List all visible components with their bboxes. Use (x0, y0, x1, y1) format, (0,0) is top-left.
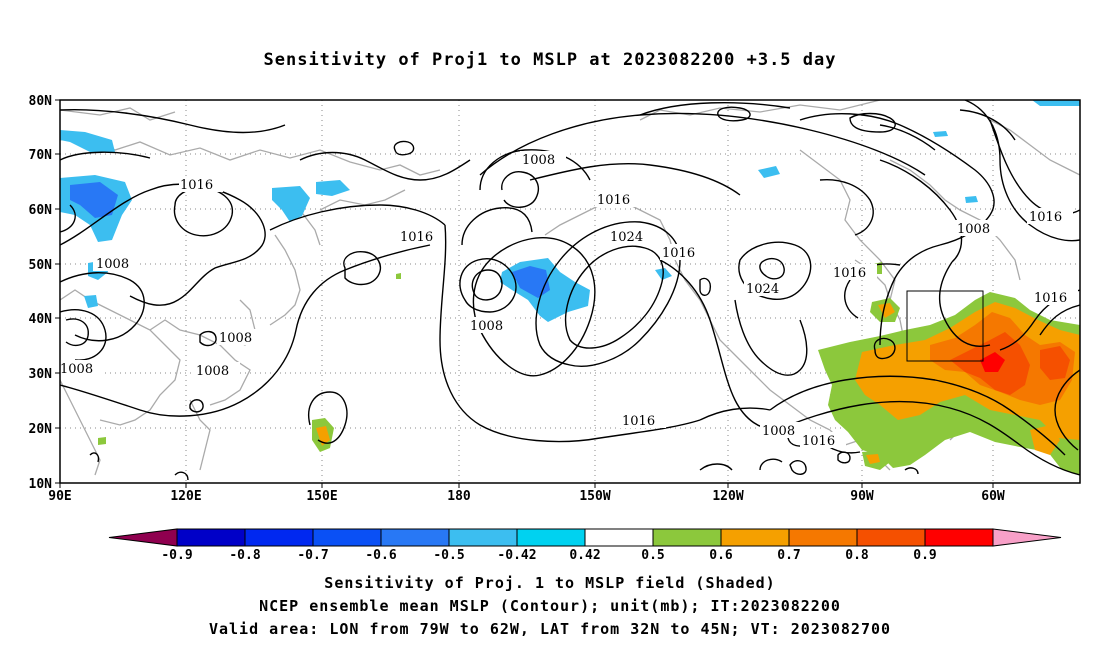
colorbar-label: -0.8 (229, 548, 260, 563)
colorbar-swatch (652, 528, 722, 547)
longitude-labels: 90E 120E 150E 180 150W 120W 90W 60W (48, 489, 1005, 504)
colorbar-swatch (924, 528, 994, 547)
colorbar-label: 0.8 (845, 548, 869, 563)
svg-text:1008: 1008 (196, 364, 229, 379)
lon-label: 150W (579, 489, 610, 504)
valid-area-box (906, 290, 984, 362)
svg-text:1016: 1016 (597, 193, 630, 208)
lat-label: 70N (29, 148, 53, 163)
colorbar-labels: -0.9 -0.8 -0.7 -0.6 -0.5 -0.42 0.42 0.5 … (161, 548, 936, 563)
contour-label: 1008 (520, 151, 566, 168)
svg-text:1008: 1008 (219, 331, 252, 346)
colorbar-swatch (720, 528, 790, 547)
contour-label: 1008 (194, 362, 240, 379)
svg-text:1016: 1016 (180, 178, 213, 193)
colorbar-label: 0.42 (569, 548, 600, 563)
svg-text:1016: 1016 (400, 230, 433, 245)
svg-text:1024: 1024 (746, 282, 779, 297)
footer-line-2: NCEP ensemble mean MSLP (Contour); unit(… (259, 597, 841, 615)
lon-label: 150E (306, 489, 337, 504)
contour-labels: 1016 1008 1008 1016 1008 1008 1008 1008 … (60, 151, 1078, 449)
map-frame (59, 99, 1081, 484)
svg-text:1008: 1008 (957, 222, 990, 237)
lon-label: 90W (850, 489, 874, 504)
contour-label: 1008 (60, 360, 104, 377)
colorbar-label: -0.7 (297, 548, 328, 563)
contour-label: 1024 (744, 280, 790, 297)
lat-label: 80N (29, 94, 53, 109)
mslp-contours (60, 100, 1080, 481)
svg-text:1016: 1016 (802, 434, 835, 449)
lon-label: 90E (48, 489, 71, 504)
colorbar-swatch (176, 528, 246, 547)
contour-label: 1016 (831, 264, 877, 281)
colorbar-label: -0.9 (161, 548, 192, 563)
colorbar-label: 0.7 (777, 548, 800, 563)
footer-line-3: Valid area: LON from 79W to 62W, LAT fro… (208, 620, 892, 638)
colorbar-label: -0.42 (497, 548, 536, 563)
svg-text:1008: 1008 (522, 153, 555, 168)
latitude-labels: 80N 70N 60N 50N 40N 30N 20N 10N (29, 94, 53, 492)
contour-label: 1016 (1032, 289, 1078, 306)
contour-label: 1008 (955, 220, 1001, 237)
contour-label: 1008 (93, 255, 139, 272)
colorbar-swatch (108, 528, 178, 547)
tick-marks (55, 99, 994, 488)
colorbar-label: 0.6 (709, 548, 733, 563)
colorbar-label: 0.9 (913, 548, 936, 563)
colorbar-swatch (992, 528, 1062, 547)
svg-text:1016: 1016 (833, 266, 866, 281)
lat-label: 50N (29, 258, 53, 273)
svg-text:1008: 1008 (762, 424, 795, 439)
lat-label: 60N (29, 203, 53, 218)
colorbar-label: -0.5 (433, 548, 464, 563)
contour-label: 1016 (595, 191, 641, 208)
plot-title: Sensitivity of Proj1 to MSLP at 20230822… (263, 50, 837, 70)
colorbar-swatch (584, 528, 654, 547)
colorbar-swatch (448, 528, 518, 547)
svg-text:1008: 1008 (96, 257, 129, 272)
contour-label: 1016 (660, 244, 706, 261)
lat-label: 30N (29, 367, 53, 382)
svg-text:1016: 1016 (622, 414, 655, 429)
svg-text:1016: 1016 (662, 246, 695, 261)
lon-label: 120E (170, 489, 201, 504)
lat-label: 40N (29, 312, 53, 327)
svg-text:1016: 1016 (1029, 210, 1062, 225)
contour-label: 1016 (398, 228, 444, 245)
lat-label: 20N (29, 422, 53, 437)
lon-label: 180 (447, 489, 471, 504)
colorbar-label: 0.5 (641, 548, 664, 563)
contour-label: 1016 (1027, 208, 1073, 225)
contour-label: 1008 (217, 329, 263, 346)
footer-line-1: Sensitivity of Proj. 1 to MSLP field (Sh… (324, 574, 776, 592)
contour-label: 1008 (760, 422, 806, 439)
contour-label: 1016 (179, 176, 223, 193)
svg-text:1008: 1008 (470, 319, 503, 334)
colorbar-swatch (312, 528, 382, 547)
contour-label: 1016 (800, 432, 846, 449)
colorbar-swatch (856, 528, 926, 547)
contour-label: 1016 (620, 412, 666, 429)
colorbar-swatch (380, 528, 450, 547)
contour-label: 1008 (468, 317, 514, 334)
negative-sensitivity-shading (60, 100, 1080, 322)
coastlines (60, 100, 1080, 476)
contour-label: 1008 (960, 220, 993, 237)
contour-label: 1024 (608, 228, 654, 245)
colorbar-swatch (244, 528, 314, 547)
svg-text:1008: 1008 (60, 362, 93, 377)
svg-text:1024: 1024 (610, 230, 643, 245)
colorbar-label: -0.6 (365, 548, 396, 563)
svg-text:1016: 1016 (1034, 291, 1067, 306)
lat-label: 10N (29, 477, 53, 492)
lon-label: 60W (981, 489, 1005, 504)
lon-label: 120W (712, 489, 743, 504)
colorbar-swatch (516, 528, 586, 547)
colorbar-swatch (788, 528, 858, 547)
colorbar (108, 528, 1062, 547)
